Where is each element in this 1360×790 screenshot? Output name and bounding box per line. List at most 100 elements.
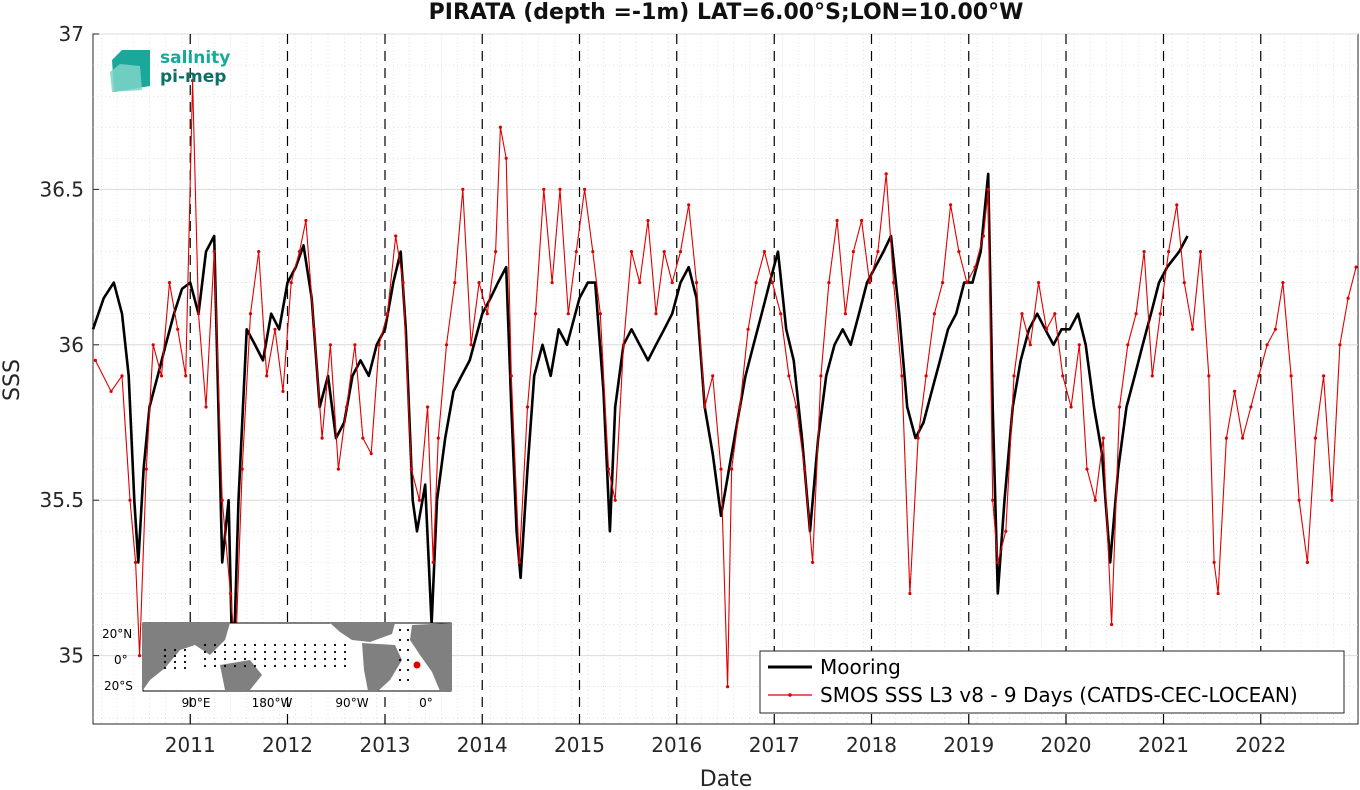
inset-mooring-location-marker: [413, 661, 421, 669]
inset-buoy-dot: [343, 650, 347, 654]
x-tick-label: 2020: [1041, 733, 1092, 757]
inset-buoy-dot: [243, 657, 247, 661]
series-point: [1012, 374, 1016, 378]
series-point: [932, 312, 937, 316]
series-point: [860, 218, 864, 223]
series-point: [1249, 405, 1253, 409]
series-point: [986, 187, 990, 191]
series-point: [1069, 405, 1073, 409]
x-tick-labels: 2011 2012 2013 2014 2015 2016 2017 2018 2019 2020…: [165, 733, 1286, 757]
inset-buoy-dot: [183, 654, 187, 658]
series-point: [924, 374, 928, 378]
series-point: [320, 436, 324, 440]
inset-buoy-dot: [283, 657, 287, 661]
series-point: [1028, 343, 1032, 347]
series-line: [94, 80, 1357, 688]
inset-buoy-dot: [333, 650, 337, 654]
series-point: [431, 560, 435, 565]
inset-buoy-dot: [303, 643, 307, 647]
series-point: [646, 218, 650, 223]
inset-buoy-dot: [303, 657, 307, 661]
series-point: [621, 343, 626, 347]
series-point: [1207, 374, 1211, 378]
inset-buoy-dot: [233, 643, 237, 647]
series-point: [770, 281, 775, 285]
x-tick-label: 2019: [943, 733, 994, 757]
series-point: [128, 498, 132, 502]
inset-buoy-dot: [253, 643, 257, 647]
inset-buoy-dot: [263, 657, 267, 661]
series-point: [385, 312, 389, 316]
series-point: [703, 405, 707, 409]
series-point: [1305, 560, 1309, 565]
series-point: [228, 591, 233, 596]
series-point: [779, 312, 783, 316]
series-point: [312, 327, 316, 331]
series-point: [1313, 436, 1317, 440]
series-point: [525, 405, 530, 409]
inset-land-australia: [220, 660, 262, 690]
inset-buoy-dot: [163, 648, 167, 652]
inset-buoy-dot: [213, 643, 217, 647]
series-point: [345, 405, 349, 409]
series-point: [965, 281, 969, 285]
series-point: [191, 79, 195, 83]
series-point: [941, 281, 945, 285]
inset-land-india: [198, 625, 218, 646]
inset-buoy-dot: [313, 643, 317, 647]
series-point: [1085, 467, 1089, 471]
inset-buoy-dot: [398, 628, 402, 632]
inset-buoy-dot: [406, 678, 410, 682]
inset-buoy-dot: [243, 650, 247, 654]
x-tick-label: 2018: [846, 733, 897, 757]
series-point: [504, 156, 508, 160]
y-tick-label: 35.5: [39, 488, 84, 512]
series-point: [93, 358, 97, 362]
inset-lat-label-1: 20°N: [102, 627, 132, 641]
series-point: [281, 389, 285, 393]
chart-title: PIRATA (depth =-1m) LAT=6.00°S;LON=10.00…: [429, 0, 1024, 25]
series-point: [204, 405, 208, 409]
x-tick-label: 2015: [554, 733, 605, 757]
inset-buoy-dot: [223, 643, 227, 647]
salinity-pimep-logo: salinity pi-mep: [110, 48, 230, 92]
series-point: [787, 374, 791, 378]
inset-lon-label-4: 0°: [419, 696, 433, 710]
series-point: [1004, 529, 1008, 533]
inset-buoy-dot: [273, 664, 277, 668]
series-point: [1257, 374, 1261, 378]
series-point: [916, 436, 920, 440]
inset-lon-label-2: 180°W: [252, 696, 293, 710]
inset-buoy-dot: [173, 666, 177, 670]
legend-smos-marker: [788, 693, 792, 697]
inset-buoy-dots: [163, 628, 410, 682]
y-tick-label: 35: [59, 644, 84, 668]
series-point: [1224, 436, 1228, 440]
series-point: [220, 498, 224, 502]
inset-buoy-dot: [283, 650, 287, 654]
inset-buoy-dot: [323, 657, 327, 661]
series-point: [461, 187, 465, 191]
series-point: [1338, 343, 1342, 347]
inset-buoy-dot: [223, 657, 227, 661]
inset-buoy-dot: [233, 657, 237, 661]
series-point: [1289, 374, 1293, 378]
series-point: [401, 281, 405, 285]
inset-land-namerica: [330, 623, 395, 642]
series-point: [498, 125, 502, 129]
inset-buoy-dot: [398, 668, 402, 672]
inset-buoy-dot: [398, 638, 402, 642]
series-point: [973, 265, 977, 269]
inset-buoy-dot: [253, 650, 257, 654]
inset-buoy-dot: [173, 654, 177, 658]
series-point: [1322, 374, 1326, 378]
inset-map: 20°N 0° 20°S 90°E 180°W 90°W 0°: [102, 622, 452, 710]
legend-mooring-label: Mooring: [820, 655, 901, 679]
series-point: [851, 250, 856, 254]
series-point: [1093, 498, 1097, 502]
inset-lat-label-2: 0°: [114, 653, 128, 667]
series-point: [297, 250, 302, 254]
series-point: [598, 312, 602, 316]
inset-buoy-dot: [303, 650, 307, 654]
